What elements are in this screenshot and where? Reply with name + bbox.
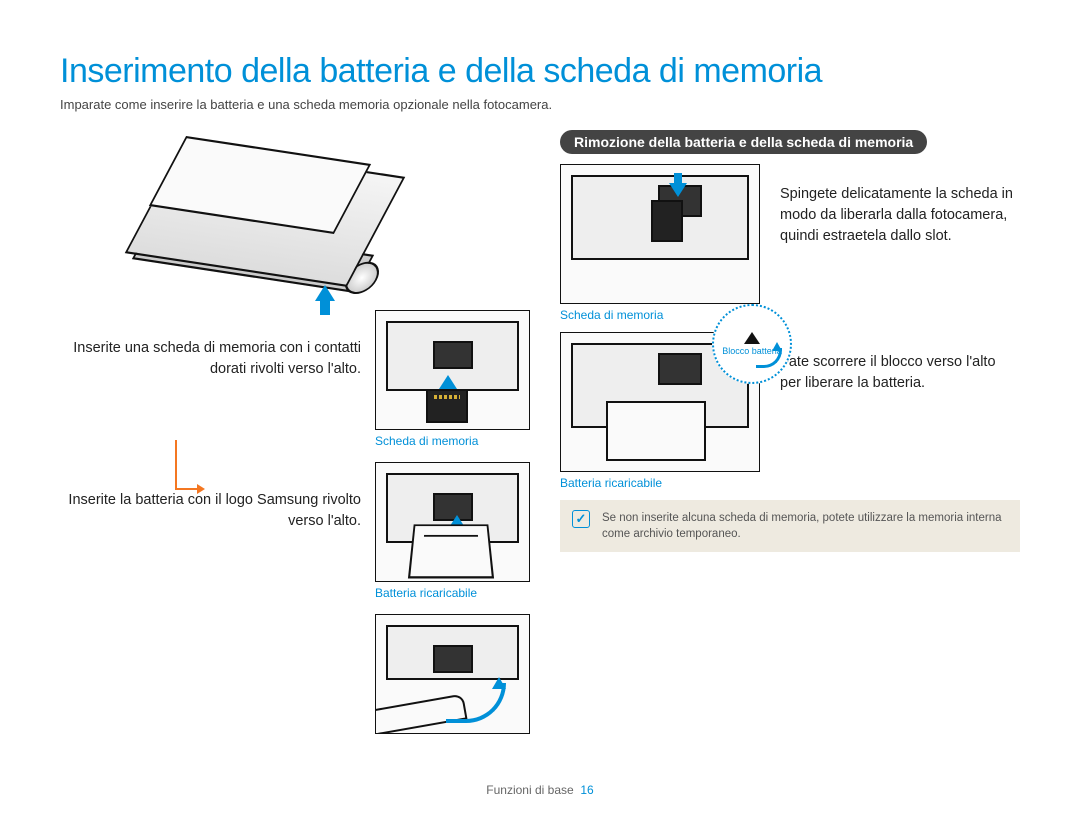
footer-page-number: 16: [580, 783, 593, 797]
connector-arrow-icon: [175, 440, 197, 490]
insert-battery-thumb: Batteria ricaricabile: [375, 462, 530, 606]
insert-battery-text: Inserite la batteria con il logo Samsung…: [60, 462, 375, 532]
battery-lock-detail: Blocco batteria: [712, 304, 792, 384]
footer-section: Funzioni di base: [486, 783, 573, 797]
remove-card-row: Scheda di memoria Spingete delicatamente…: [560, 164, 1020, 322]
battery-icon: [408, 524, 494, 578]
insert-card-illustration: [375, 310, 530, 430]
right-column: Rimozione della batteria e della scheda …: [560, 130, 1020, 742]
intro-text: Imparate come inserire la batteria e una…: [60, 97, 1020, 112]
insert-card-text: Inserite una scheda di memoria con i con…: [60, 310, 375, 380]
remove-card-block: Scheda di memoria: [560, 164, 760, 322]
card-label: Scheda di memoria: [375, 434, 530, 448]
sd-card-icon: [426, 389, 468, 423]
insert-battery-illustration: [375, 462, 530, 582]
insert-battery-row: Inserite la batteria con il logo Samsung…: [60, 462, 530, 606]
note-box: ✓ Se non inserite alcuna scheda di memor…: [560, 500, 1020, 552]
page-title: Inserimento della batteria e della sched…: [60, 52, 1020, 91]
battery-icon: [606, 401, 706, 461]
two-column-layout: Inserite una scheda di memoria con i con…: [60, 130, 1020, 742]
remove-card-text: Spingete delicatamente la scheda in modo…: [780, 164, 1020, 247]
sd-card-icon: [651, 200, 683, 242]
page-footer: Funzioni di base 16: [0, 783, 1080, 797]
left-column: Inserite una scheda di memoria con i con…: [60, 130, 530, 742]
push-down-arrow-icon: [669, 183, 687, 197]
insert-arrow-icon: [439, 375, 457, 389]
note-icon: ✓: [572, 510, 590, 528]
remove-battery-label: Batteria ricaricabile: [560, 476, 760, 490]
battery-label: Batteria ricaricabile: [375, 586, 530, 600]
lock-arrow-icon: [756, 348, 782, 368]
remove-battery-block: Blocco batteria Batteria ricaricabile: [560, 332, 760, 490]
insert-card-row: Inserite una scheda di memoria con i con…: [60, 310, 530, 454]
open-door-arrow-icon: [315, 285, 335, 301]
camera-overview-illustration: [115, 130, 415, 310]
page: Inserimento della batteria e della sched…: [0, 0, 1080, 815]
note-text: Se non inserite alcuna scheda di memoria…: [602, 512, 1002, 540]
lock-triangle-icon: [744, 332, 760, 344]
insert-card-thumb: Scheda di memoria: [375, 310, 530, 454]
close-door-row: [60, 614, 530, 734]
swing-arrow-icon: [446, 683, 506, 723]
body-edge: [386, 625, 519, 680]
remove-card-illustration: [560, 164, 760, 304]
close-door-illustration: [375, 614, 530, 734]
spacer: [60, 614, 375, 642]
removal-section-title: Rimozione della batteria e della scheda …: [560, 130, 927, 154]
close-door-thumb: [375, 614, 530, 734]
remove-battery-row: Blocco batteria Batteria ricaricabile Fa…: [560, 332, 1020, 490]
remove-battery-text: Fate scorrere il blocco verso l'alto per…: [780, 332, 1020, 394]
